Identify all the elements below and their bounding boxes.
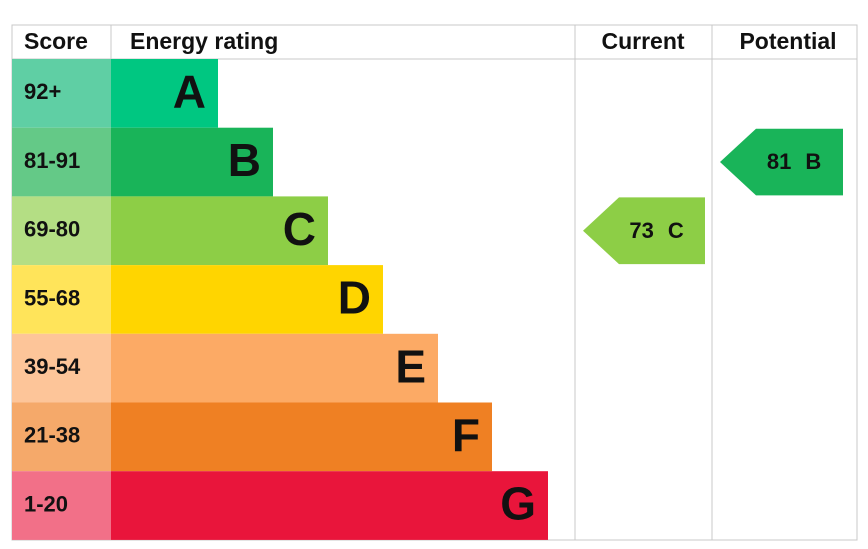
header-current: Current — [601, 28, 684, 54]
current-letter: C — [668, 218, 684, 243]
score-cell — [12, 471, 111, 540]
score-label: 1-20 — [24, 491, 68, 516]
rating-bar — [111, 402, 492, 472]
rating-letter: B — [228, 134, 261, 186]
score-cell — [12, 59, 111, 128]
current-value: 73 — [629, 218, 653, 243]
score-cell — [12, 402, 111, 472]
score-label: 92+ — [24, 79, 61, 104]
rating-bar — [111, 127, 273, 197]
score-label: 69-80 — [24, 217, 80, 242]
header-score: Score — [24, 28, 88, 54]
potential-arrow — [720, 128, 843, 196]
header-rating: Energy rating — [130, 28, 278, 54]
score-label: 55-68 — [24, 285, 80, 310]
rating-bar — [111, 196, 328, 266]
header-potential: Potential — [739, 28, 836, 54]
score-label: 21-38 — [24, 423, 80, 448]
rating-letter: C — [283, 203, 316, 255]
score-label: 81-91 — [24, 148, 80, 173]
rating-bar — [111, 265, 383, 334]
rating-letter: D — [338, 272, 371, 324]
potential-value: 81 — [767, 149, 791, 174]
potential-label: 81 B — [767, 149, 821, 174]
rating-letter: G — [500, 478, 536, 530]
rating-bar — [111, 471, 548, 540]
current-label: 73 C — [629, 218, 683, 243]
rating-bar — [111, 333, 438, 403]
score-cell — [12, 265, 111, 334]
rating-letter: F — [452, 409, 480, 461]
rating-letter: A — [173, 66, 206, 118]
rating-bar — [111, 59, 218, 128]
potential-letter: B — [805, 149, 821, 174]
score-cell — [12, 196, 111, 266]
rating-letter: E — [395, 340, 426, 392]
score-cell — [12, 333, 111, 403]
score-cell — [12, 127, 111, 197]
score-label: 39-54 — [24, 354, 81, 379]
current-arrow — [583, 197, 705, 265]
